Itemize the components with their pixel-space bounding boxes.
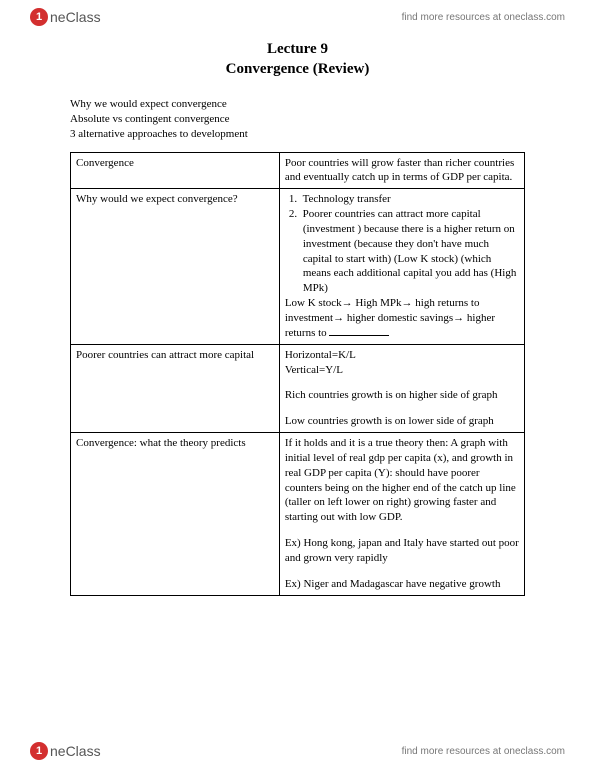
list-item-text: Technology transfer (303, 193, 391, 205)
blank-line (329, 326, 389, 336)
cell-text: Rich countries growth is on higher side … (285, 388, 519, 403)
intro-lines: Why we would expect convergence Absolute… (70, 97, 525, 142)
intro-line: Why we would expect convergence (70, 97, 525, 112)
list-item: 1. Technology transfer (285, 192, 519, 207)
logo-icon (30, 742, 48, 760)
cell-right: Poor countries will grow faster than ric… (279, 152, 524, 189)
cell-text: If it holds and it is a true theory then… (285, 436, 519, 525)
cell-left: Convergence (71, 152, 280, 189)
resources-link-top[interactable]: find more resources at oneclass.com (402, 12, 565, 23)
cell-text: Low countries growth is on lower side of… (285, 414, 519, 429)
cell-right: 1. Technology transfer 2. Poorer countri… (279, 189, 524, 344)
list-item: 2. Poorer countries can attract more cap… (285, 207, 519, 296)
cell-text: Horizontal=K/L (285, 348, 519, 363)
title-block: Lecture 9 Convergence (Review) (70, 40, 525, 79)
cell-left: Poorer countries can attract more capita… (71, 344, 280, 432)
cell-text: Ex) Niger and Madagascar have negative g… (285, 577, 519, 592)
resources-link-bottom[interactable]: find more resources at oneclass.com (402, 746, 565, 757)
cell-right: If it holds and it is a true theory then… (279, 433, 524, 596)
page-content: Lecture 9 Convergence (Review) Why we wo… (0, 30, 595, 596)
table-row: Convergence Poor countries will grow fas… (71, 152, 525, 189)
table-row: Convergence: what the theory predicts If… (71, 433, 525, 596)
logo-text: neClass (50, 9, 101, 25)
cell-text: Ex) Hong kong, japan and Italy have star… (285, 536, 519, 566)
cell-left: Convergence: what the theory predicts (71, 433, 280, 596)
cell-text: Vertical=Y/L (285, 363, 519, 378)
table-row: Why would we expect convergence? 1. Tech… (71, 189, 525, 344)
table-row: Poorer countries can attract more capita… (71, 344, 525, 432)
list-item-text: Poorer countries can attract more capita… (303, 208, 517, 294)
cell-text: Low K stock→ High MPk→ high returns to i… (285, 296, 519, 341)
lecture-subtitle: Convergence (Review) (70, 60, 525, 80)
logo: neClass (30, 8, 101, 26)
footer-bar: neClass find more resources at oneclass.… (0, 738, 595, 764)
cell-right: Horizontal=K/L Vertical=Y/L Rich countri… (279, 344, 524, 432)
cell-text-span: Low K stock→ High MPk→ high returns to i… (285, 297, 495, 339)
logo-text: neClass (50, 743, 101, 759)
intro-line: 3 alternative approaches to development (70, 127, 525, 142)
header-bar: neClass find more resources at oneclass.… (0, 0, 595, 30)
intro-line: Absolute vs contingent convergence (70, 112, 525, 127)
lecture-number: Lecture 9 (70, 40, 525, 60)
logo-footer: neClass (30, 742, 101, 760)
logo-icon (30, 8, 48, 26)
notes-table: Convergence Poor countries will grow fas… (70, 152, 525, 596)
cell-left: Why would we expect convergence? (71, 189, 280, 344)
